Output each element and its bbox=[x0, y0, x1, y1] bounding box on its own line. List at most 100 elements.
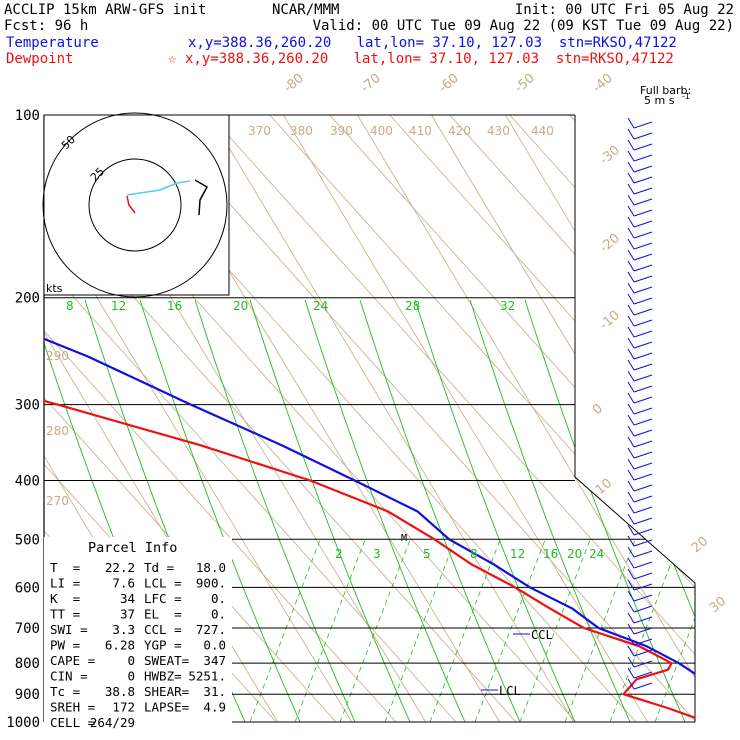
parcel-field-value: 34 bbox=[120, 591, 135, 606]
barb-legend: Full barb: 5 m s -1 bbox=[640, 84, 691, 107]
wind-barb-flag bbox=[627, 425, 635, 437]
isotherm-label: 10 bbox=[593, 476, 615, 498]
wind-barb-flag bbox=[627, 557, 635, 569]
mixing-ratio-label: 8 bbox=[66, 299, 74, 313]
theta-label: 280 bbox=[46, 424, 69, 438]
parcel-info-title: Parcel Info bbox=[88, 540, 177, 556]
parcel-field-label: CIN = bbox=[50, 669, 88, 684]
isotherm-label: -20 bbox=[597, 231, 623, 256]
wind-barb-flag bbox=[627, 623, 635, 635]
parcel-field-label: LI = bbox=[50, 576, 80, 591]
mixing-ratio-label: 24 bbox=[313, 299, 328, 313]
wind-barb bbox=[633, 539, 653, 547]
mixing-ratio-line bbox=[474, 539, 546, 722]
wind-barb-flag bbox=[627, 447, 635, 459]
wind-barb bbox=[633, 528, 653, 536]
hodograph-trace-upper bbox=[126, 180, 191, 196]
wind-barb-flag bbox=[627, 645, 635, 657]
moist-adiabat-line bbox=[139, 299, 301, 722]
wind-barb bbox=[633, 440, 653, 448]
mixing-ratio-label: 24 bbox=[589, 547, 604, 561]
wind-barb-flag bbox=[627, 161, 635, 173]
temperature-legend-label: Temperature bbox=[6, 35, 99, 51]
parcel-field-value: 37 bbox=[120, 607, 135, 622]
wind-barb-flag bbox=[627, 469, 635, 481]
wind-barb bbox=[633, 198, 653, 206]
theta-label: 270 bbox=[46, 494, 69, 508]
mixing-ratio-line bbox=[384, 539, 456, 722]
wind-barb bbox=[633, 352, 653, 360]
wind-barb-flag bbox=[627, 326, 635, 338]
parcel-field-label: SREH = bbox=[50, 700, 95, 715]
isotherm-label: -60 bbox=[436, 71, 462, 96]
pressure-tick-label: 1000 bbox=[6, 715, 40, 731]
pressure-tick-label: 900 bbox=[15, 687, 40, 703]
wind-barb-flag bbox=[627, 601, 635, 613]
wind-barb bbox=[633, 220, 653, 228]
dry-adiabat-line bbox=[149, 115, 695, 722]
wind-barb-flag bbox=[627, 414, 635, 426]
isotherm-label: -70 bbox=[358, 71, 384, 96]
isotherm-line bbox=[209, 115, 574, 722]
wind-barb-flag bbox=[627, 634, 635, 646]
mixing-ratio-label: 12 bbox=[510, 547, 525, 561]
wind-barb-flag bbox=[627, 293, 635, 305]
wind-barb bbox=[633, 506, 653, 514]
model-title: ACCLIP 15km ARW-GFS init bbox=[4, 2, 206, 18]
parcel-field-label: K = bbox=[50, 591, 80, 606]
mixing-ratio-line bbox=[519, 539, 591, 722]
mixing-ratio-label: 20 bbox=[567, 547, 582, 561]
parcel-field-label: LCL = bbox=[144, 576, 182, 591]
dewpoint-location-info: x,y=388.36,260.20 lat,lon= 37.10, 127.03… bbox=[185, 51, 674, 67]
wind-barb-flag bbox=[627, 238, 635, 250]
mixing-ratio-label: 3 bbox=[373, 547, 381, 561]
wind-barb bbox=[633, 572, 653, 580]
dry-adiabat-line bbox=[689, 115, 695, 722]
theta-label: 420 bbox=[448, 124, 471, 138]
wind-barb-flag bbox=[627, 183, 635, 195]
wind-barb bbox=[633, 275, 653, 283]
parcel-field-value: 0 bbox=[127, 653, 135, 668]
hodograph-ring-inner bbox=[88, 158, 182, 252]
wind-barb bbox=[633, 385, 653, 393]
wind-barb bbox=[633, 297, 653, 305]
pressure-tick-label: 200 bbox=[15, 291, 40, 307]
isotherm-label: 0 bbox=[590, 401, 606, 418]
wind-barb-flag bbox=[627, 392, 635, 404]
wind-barb bbox=[633, 308, 653, 316]
level-markers: CCL LCL M bbox=[401, 533, 553, 698]
temperature-profile bbox=[44, 115, 695, 722]
parcel-field-label: YGP = bbox=[144, 638, 182, 653]
m-marker: M bbox=[401, 533, 407, 544]
parcel-field-value: 172 bbox=[112, 700, 135, 715]
mixing-ratio-label: 32 bbox=[500, 299, 515, 313]
dry-adiabat-line bbox=[449, 115, 695, 722]
mixing-ratio-label: 5 bbox=[423, 547, 431, 561]
theta-label: 370 bbox=[248, 124, 271, 138]
mixing-ratio-label: 2 bbox=[335, 547, 343, 561]
wind-barb bbox=[633, 429, 653, 437]
wind-barb bbox=[633, 154, 653, 162]
parcel-field-value: 727. bbox=[196, 622, 226, 637]
parcel-field-label: SWEAT= bbox=[144, 653, 189, 668]
parcel-field-value: 264/29 bbox=[90, 715, 135, 730]
wind-barb bbox=[633, 341, 653, 349]
isotherm-label: 20 bbox=[689, 534, 711, 556]
wind-barb bbox=[633, 451, 653, 459]
theta-label: 390 bbox=[330, 124, 353, 138]
pressure-tick-label: 100 bbox=[15, 108, 40, 124]
dry-adiabat-line bbox=[44, 115, 457, 722]
wind-barb-flag bbox=[627, 458, 635, 470]
wind-barb bbox=[633, 187, 653, 195]
wind-barb bbox=[633, 594, 653, 602]
parcel-field-value: 5251. bbox=[188, 669, 226, 684]
parcel-field-label: Td = bbox=[144, 560, 174, 575]
wind-barb-flag bbox=[627, 612, 635, 624]
dewpoint-legend-label: Dewpoint bbox=[6, 51, 73, 67]
isotherm-line bbox=[357, 115, 695, 722]
parcel-field-value: 0. bbox=[211, 591, 226, 606]
wind-barb bbox=[633, 176, 653, 184]
valid-time: Valid: 00 UTC Tue 09 Aug 22 (09 KST Tue … bbox=[313, 18, 734, 34]
wind-barb bbox=[633, 616, 653, 624]
